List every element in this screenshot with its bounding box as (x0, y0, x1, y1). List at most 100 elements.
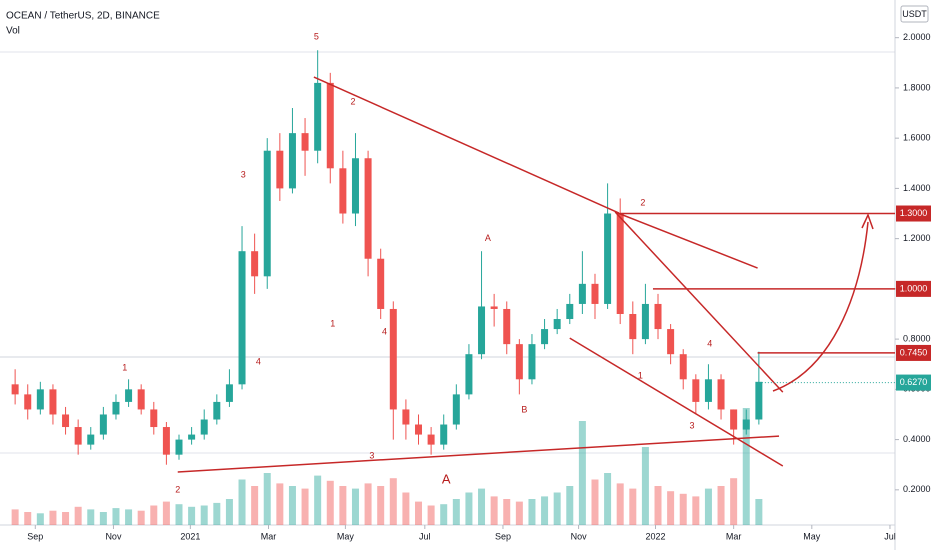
candle-body (553, 319, 561, 330)
volume-bar (528, 499, 536, 525)
candle-body (162, 427, 170, 455)
volume-bar (162, 501, 170, 525)
arrow-head (861, 213, 874, 230)
wave-label: 3 (690, 420, 695, 430)
candle-body (515, 344, 523, 380)
x-tick-label: Sep (27, 531, 43, 541)
x-tick-label: 2022 (645, 531, 665, 541)
candle-body (604, 213, 612, 304)
candle-body (225, 384, 233, 402)
candle-body (339, 168, 347, 214)
x-tick-label: Jul (419, 531, 431, 541)
candle-body (616, 213, 624, 314)
volume-bar (415, 501, 423, 525)
volume-bar (364, 483, 372, 525)
volume-bar (24, 512, 32, 525)
candle-body (717, 379, 725, 410)
y-tick-label: 1.4000 (903, 183, 931, 193)
volume-bar (478, 488, 486, 525)
volume-bar (49, 510, 57, 525)
trendline (177, 435, 780, 473)
volume-bar (440, 504, 448, 525)
volume-bar (150, 505, 158, 525)
trendline (569, 337, 784, 467)
volume-bar (251, 486, 259, 525)
candle-body (377, 258, 385, 309)
current-price-box (896, 374, 931, 391)
volume-bar (74, 506, 82, 525)
volume-bar (99, 512, 107, 525)
candle-body (314, 82, 322, 151)
candle-body (112, 401, 120, 415)
level-label: 1.3000 (900, 208, 928, 218)
candle-body (11, 384, 19, 395)
volume-bar (389, 478, 397, 525)
candle-body (402, 409, 410, 425)
volume-bar (490, 496, 498, 525)
candle-body (742, 419, 750, 430)
volume-bar (238, 479, 246, 525)
wave-label: 4 (256, 356, 261, 366)
volume-bar (402, 492, 410, 525)
volume-bar (591, 479, 599, 525)
candle-body (641, 303, 649, 340)
volume-bar (301, 488, 309, 525)
wave-label: 2 (175, 484, 180, 494)
volume-bar (679, 493, 687, 525)
level-label-box (896, 344, 931, 361)
candle-body (87, 434, 95, 445)
candle-body (667, 329, 675, 355)
volume-bar (704, 488, 712, 525)
candle-body (36, 389, 44, 410)
volume-bar (188, 506, 196, 525)
volume-bar (276, 483, 284, 525)
volume-bar (667, 491, 675, 525)
wave-label: A (442, 471, 451, 486)
candle-body (351, 158, 359, 214)
trendline (614, 211, 784, 393)
wave-label: B (521, 404, 527, 414)
volume-bar (465, 492, 473, 525)
y-tick-label: 0.2000 (903, 484, 931, 494)
candle-body (99, 414, 107, 435)
wave-label: 3 (369, 450, 374, 460)
x-tick-label: May (337, 531, 355, 541)
wave-label: 1 (638, 370, 643, 380)
x-tick-label: Nov (571, 531, 588, 541)
candle-body (578, 283, 586, 304)
volume-bar (11, 509, 19, 525)
volume-bar (225, 499, 233, 525)
currency-box[interactable] (900, 5, 929, 23)
projection-arrow (772, 221, 869, 392)
trendline (313, 76, 620, 214)
volume-bar (730, 478, 738, 525)
candle-body (389, 308, 397, 410)
candle-body (465, 354, 473, 395)
candle-body (440, 424, 448, 445)
wave-label: 1 (122, 362, 127, 372)
candle-body (755, 381, 763, 420)
candle-body (62, 414, 70, 428)
y-tick-label: 2.0000 (903, 32, 931, 42)
volume-bar (351, 488, 359, 525)
candle-body (679, 354, 687, 380)
candle-body (704, 379, 712, 402)
wave-label: 2 (640, 197, 645, 207)
volume-bar (515, 501, 523, 525)
trendline (614, 211, 758, 269)
y-tick-label: 0.8000 (903, 333, 931, 343)
x-tick-label: Mar (726, 531, 742, 541)
candle-body (301, 133, 309, 151)
candle-body (629, 313, 637, 340)
volume-bar (717, 486, 725, 525)
x-tick-label: Mar (261, 531, 277, 541)
current-price-label: 0.6270 (900, 377, 928, 387)
x-tick-label: 2021 (180, 531, 200, 541)
candle-body (364, 158, 372, 259)
x-tick-label: Sep (495, 531, 511, 541)
candle-body (490, 306, 498, 309)
volume-bar (125, 509, 133, 525)
candle-body (263, 150, 271, 277)
level-label-box (896, 280, 931, 297)
